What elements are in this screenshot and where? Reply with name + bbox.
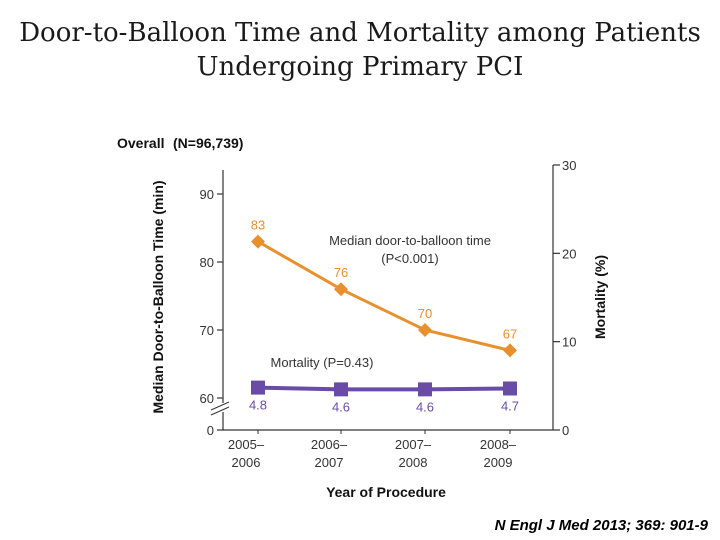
slide-title: Door-to-Balloon Time and Mortality among… bbox=[0, 16, 720, 84]
right-axis-tick-label: 0 bbox=[562, 423, 569, 438]
mortality-value-label: 4.8 bbox=[249, 398, 267, 413]
x-axis-label: Year of Procedure bbox=[326, 484, 446, 500]
left-axis-tick-label: 60 bbox=[200, 391, 214, 406]
left-axis-tick-label: 0 bbox=[207, 423, 214, 438]
dtb-series-label-pvalue: (P<0.001) bbox=[381, 251, 438, 266]
dtb-series-label: Median door-to-balloon time bbox=[329, 233, 491, 248]
mortality-data-point bbox=[251, 380, 265, 395]
citation: N Engl J Med 2013; 369: 901-9 bbox=[494, 517, 708, 534]
axis-break-mark bbox=[210, 401, 230, 411]
dtb-value-label: 83 bbox=[251, 218, 265, 233]
slide-title-line-1: Door-to-Balloon Time and Mortality among… bbox=[19, 18, 701, 48]
x-tick-label: 2006 bbox=[232, 455, 261, 470]
x-tick-label: 2008– bbox=[480, 437, 517, 452]
panel-label: Overall bbox=[117, 135, 164, 151]
x-tick-label: 2007 bbox=[315, 455, 344, 470]
y-axis-label-left: Median Door-to-Balloon Time (min) bbox=[150, 180, 166, 413]
dtb-data-point bbox=[418, 323, 432, 337]
right-axis-tick-label: 10 bbox=[562, 335, 576, 350]
mortality-value-label: 4.6 bbox=[416, 399, 434, 414]
dtb-value-label: 70 bbox=[418, 306, 432, 321]
right-axis-tick-label: 20 bbox=[562, 246, 576, 261]
panel-n: (N=96,739) bbox=[173, 135, 243, 151]
mortality-data-point bbox=[503, 381, 517, 396]
mortality-series-label: Mortality (P=0.43) bbox=[271, 355, 374, 370]
mortality-data-point bbox=[334, 382, 348, 397]
dtb-value-label: 76 bbox=[334, 265, 348, 280]
mortality-value-label: 4.7 bbox=[501, 398, 519, 413]
x-tick-label: 2009 bbox=[484, 455, 513, 470]
dtb-data-point bbox=[251, 234, 265, 249]
left-axis-tick-label: 70 bbox=[200, 323, 214, 338]
dtb-data-point bbox=[503, 343, 517, 358]
dtb-data-point bbox=[334, 282, 348, 297]
mortality-series-line bbox=[257, 385, 511, 392]
x-tick-label: 2007– bbox=[395, 437, 432, 452]
left-axis-tick-label: 80 bbox=[200, 255, 214, 270]
slide-title-line-2: Undergoing Primary PCI bbox=[196, 52, 524, 82]
dtb-value-label: 67 bbox=[503, 326, 517, 341]
mortality-value-label: 4.6 bbox=[332, 399, 350, 414]
x-tick-label: 2006– bbox=[311, 437, 348, 452]
left-axis-tick-label: 90 bbox=[200, 187, 214, 202]
right-axis-tick-label: 30 bbox=[562, 158, 576, 173]
x-tick-label: 2005– bbox=[228, 437, 265, 452]
x-tick-label: 2008 bbox=[399, 455, 428, 470]
axis-break-mark bbox=[210, 406, 230, 416]
y-axis-label-right: Mortality (%) bbox=[592, 255, 608, 339]
mortality-data-point bbox=[418, 382, 432, 397]
dtb-series-line bbox=[257, 240, 511, 352]
